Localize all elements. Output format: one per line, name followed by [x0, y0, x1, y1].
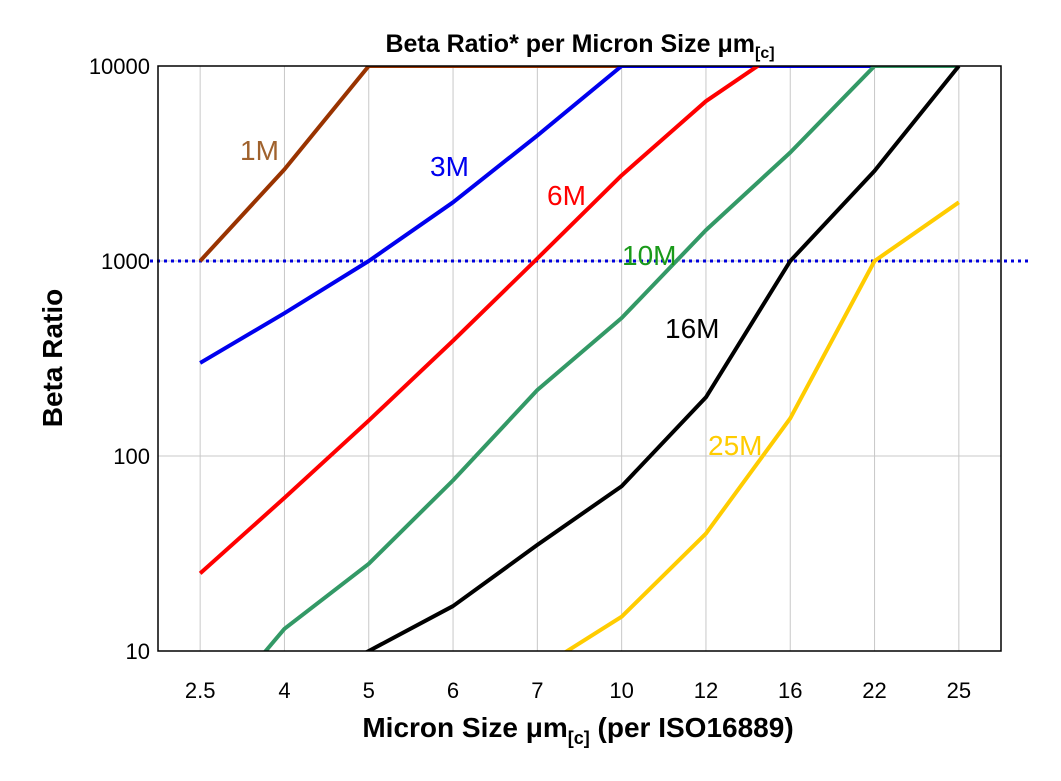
- y-tick-labels: 10 100 1000 10000: [89, 54, 150, 664]
- series-labels: 1M 3M 6M 10M 16M 25M: [240, 135, 762, 461]
- series-line-1M: [198, 66, 959, 263]
- x-tick-label: 12: [694, 678, 718, 703]
- series-lines: [198, 66, 961, 651]
- y-axis-label: Beta Ratio: [37, 289, 68, 427]
- x-tick-label: 7: [531, 678, 543, 703]
- x-tick-label: 5: [363, 678, 375, 703]
- series-label-3M: 3M: [430, 151, 469, 182]
- x-tick-label: 16: [778, 678, 802, 703]
- series-label-10M: 10M: [622, 240, 676, 271]
- x-axis-label: Micron Size μm[c] (per ISO16889): [362, 712, 793, 748]
- x-tick-label: 25: [947, 678, 971, 703]
- x-tick-label: 10: [609, 678, 633, 703]
- series-line-16M: [364, 66, 961, 651]
- y-tick-label: 10000: [89, 54, 150, 79]
- series-line-25M: [563, 200, 960, 651]
- y-tick-label: 100: [113, 444, 150, 469]
- series-line-3M: [199, 66, 959, 365]
- series-label-6M: 6M: [547, 180, 586, 211]
- series-label-16M: 16M: [665, 313, 719, 344]
- series-line-10M: [263, 66, 959, 651]
- series-label-1M: 1M: [240, 135, 279, 166]
- gridlines: [158, 65, 1001, 652]
- plot-border: [157, 65, 1002, 652]
- y-tick-label: 10: [126, 639, 150, 664]
- x-tick-label: 2.5: [185, 678, 216, 703]
- chart-title: Beta Ratio* per Micron Size μm[c]: [385, 30, 774, 62]
- x-tick-label: 4: [278, 678, 290, 703]
- series-line-6M: [198, 66, 762, 575]
- x-tick-label: 6: [447, 678, 459, 703]
- y-tick-label: 1000: [101, 249, 150, 274]
- x-tick-labels: 2.5 4 5 6 7 10 12 16 22 25: [185, 678, 971, 703]
- series-label-25M: 25M: [708, 430, 762, 461]
- x-tick-label: 22: [862, 678, 886, 703]
